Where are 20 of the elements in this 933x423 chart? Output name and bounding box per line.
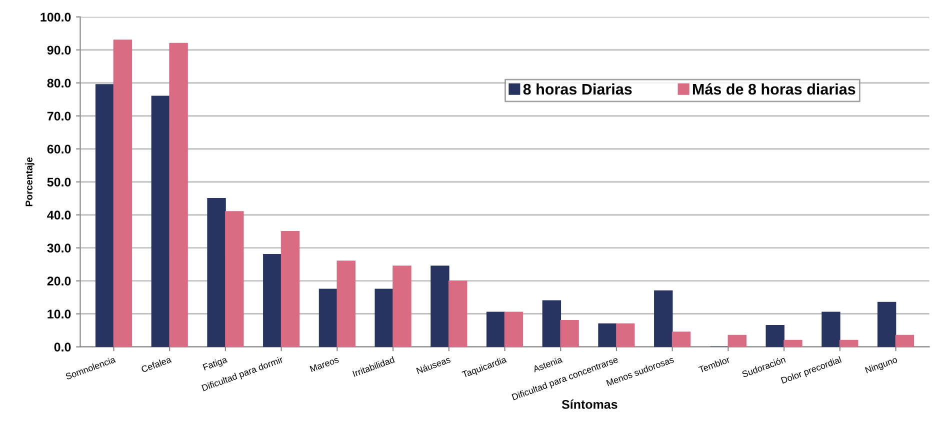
- y-tick-label: 100.0: [40, 12, 71, 22]
- legend-label: 8 horas Diarias: [523, 83, 632, 95]
- x-axis-title: Síntomas: [562, 400, 618, 409]
- y-tick-label: 80.0: [47, 78, 71, 88]
- legend-label: Más de 8 horas diarias: [692, 83, 856, 95]
- y-tick-label: 60.0: [47, 144, 71, 154]
- y-axis-title: Porcentaje: [25, 157, 34, 206]
- y-tick-label: 30.0: [47, 244, 71, 253]
- y-tick-label: 40.0: [47, 210, 71, 220]
- y-tick-label: 0.0: [54, 342, 71, 352]
- x-tick-label: Mareos: [310, 356, 340, 372]
- x-tick-label: Fatiga: [202, 356, 228, 372]
- y-tick-label: 10.0: [48, 310, 71, 319]
- y-tick-label: 90.0: [47, 46, 71, 55]
- x-tick-label: Cefalea: [140, 356, 172, 373]
- x-tick-label: Temblor: [698, 356, 730, 374]
- y-tick-label: 50.0: [47, 178, 71, 187]
- x-tick-label: Astenia: [532, 356, 563, 372]
- y-tick-label: 20.0: [47, 276, 71, 286]
- y-tick-label: 70.0: [47, 112, 71, 121]
